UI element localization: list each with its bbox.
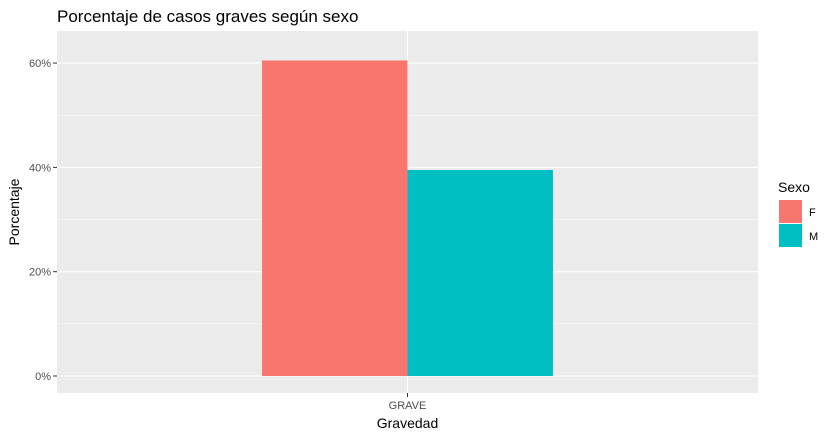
legend-title: Sexo (778, 179, 810, 195)
y-tick-label: 0% (35, 371, 51, 383)
bar-f-grave (262, 60, 408, 376)
x-tick-label: GRAVE (389, 400, 427, 412)
y-tick-label: 20% (29, 267, 51, 279)
y-tick-label: 40% (29, 162, 51, 174)
legend-key-f (779, 200, 802, 223)
x-axis: GRAVE (389, 393, 427, 412)
bar-m-grave (407, 169, 553, 376)
bars (262, 60, 553, 376)
y-tick-label: 60% (29, 58, 51, 70)
y-axis-title: Porcentaje (6, 178, 22, 245)
chart-title: Porcentaje de casos graves según sexo (57, 7, 358, 26)
legend-label-f: F (809, 207, 816, 219)
y-axis: 0% 20% 40% 60% (29, 58, 57, 383)
x-axis-title: Gravedad (377, 415, 438, 431)
legend-label-m: M (809, 231, 818, 243)
legend-key-m (779, 224, 802, 247)
legend: Sexo FM (778, 179, 818, 247)
